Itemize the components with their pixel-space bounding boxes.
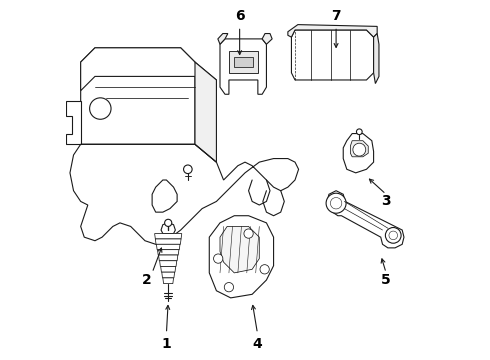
Text: 4: 4 [253,337,262,351]
Circle shape [386,228,401,243]
Polygon shape [161,266,176,272]
Polygon shape [157,249,179,255]
Polygon shape [81,48,195,144]
Polygon shape [155,234,182,239]
Polygon shape [292,30,373,80]
Text: 7: 7 [331,9,341,23]
Polygon shape [229,51,258,73]
Text: 5: 5 [381,273,391,287]
Polygon shape [220,226,259,273]
Polygon shape [218,33,228,44]
Polygon shape [160,261,177,266]
Circle shape [353,143,366,156]
Polygon shape [161,223,175,234]
Text: 6: 6 [235,9,245,23]
Polygon shape [220,39,267,94]
Polygon shape [373,33,379,84]
Polygon shape [155,239,181,244]
Polygon shape [70,144,298,244]
Polygon shape [262,33,272,44]
Polygon shape [209,216,273,298]
Polygon shape [156,244,180,249]
Circle shape [389,231,397,240]
Text: 1: 1 [162,337,172,351]
Circle shape [356,129,362,135]
Polygon shape [327,191,404,248]
Circle shape [184,165,192,174]
Circle shape [260,265,270,274]
Circle shape [224,283,234,292]
Polygon shape [162,272,174,278]
Polygon shape [288,24,377,37]
Polygon shape [343,134,373,173]
Polygon shape [81,48,217,91]
Polygon shape [350,141,368,157]
Polygon shape [195,62,217,162]
Polygon shape [159,255,178,261]
Circle shape [165,219,172,226]
Polygon shape [66,102,81,144]
Circle shape [214,254,223,263]
Circle shape [330,198,342,209]
Circle shape [326,193,346,213]
Polygon shape [234,57,253,67]
Polygon shape [152,180,177,212]
Circle shape [244,229,253,238]
Polygon shape [163,278,173,284]
Circle shape [90,98,111,119]
Text: 3: 3 [381,194,391,208]
Text: 2: 2 [142,273,151,287]
